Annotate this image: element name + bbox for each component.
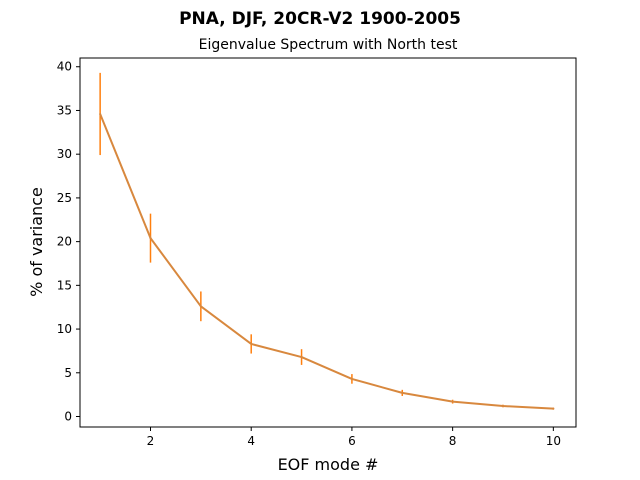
x-tick-label: 10 — [546, 434, 561, 448]
chart-title: Eigenvalue Spectrum with North test — [199, 37, 458, 53]
y-tick-label: 5 — [64, 366, 72, 380]
data-point — [250, 342, 253, 345]
x-axis: 2 4 6 8 10 — [147, 427, 561, 448]
data-point — [401, 391, 404, 394]
data-point — [300, 356, 303, 359]
data-point — [199, 305, 202, 308]
series-line — [99, 113, 554, 410]
data-point — [149, 237, 152, 240]
y-axis-label: % of variance — [27, 187, 46, 297]
x-axis-label: EOF mode # — [278, 455, 379, 474]
y-tick-label: 0 — [64, 410, 72, 424]
y-tick-label: 40 — [57, 60, 72, 74]
data-point — [451, 400, 454, 403]
y-tick-label: 20 — [57, 235, 72, 249]
y-tick-label: 10 — [57, 322, 72, 336]
x-tick-label: 8 — [449, 434, 457, 448]
data-point — [99, 112, 102, 115]
y-tick-label: 15 — [57, 278, 72, 292]
y-tick-label: 30 — [57, 147, 72, 161]
y-axis: 0 5 10 15 20 25 30 35 40 — [57, 60, 80, 424]
data-point — [552, 407, 555, 410]
x-tick-label: 6 — [348, 434, 356, 448]
plot-area — [99, 72, 555, 410]
y-tick-label: 25 — [57, 191, 72, 205]
figure-suptitle: PNA, DJF, 20CR-V2 1900-2005 — [179, 9, 461, 29]
y-tick-label: 35 — [57, 103, 72, 117]
x-tick-label: 4 — [247, 434, 255, 448]
data-point — [501, 405, 504, 408]
axes-frame — [79, 57, 577, 428]
x-tick-label: 2 — [147, 434, 155, 448]
data-point — [350, 377, 353, 380]
